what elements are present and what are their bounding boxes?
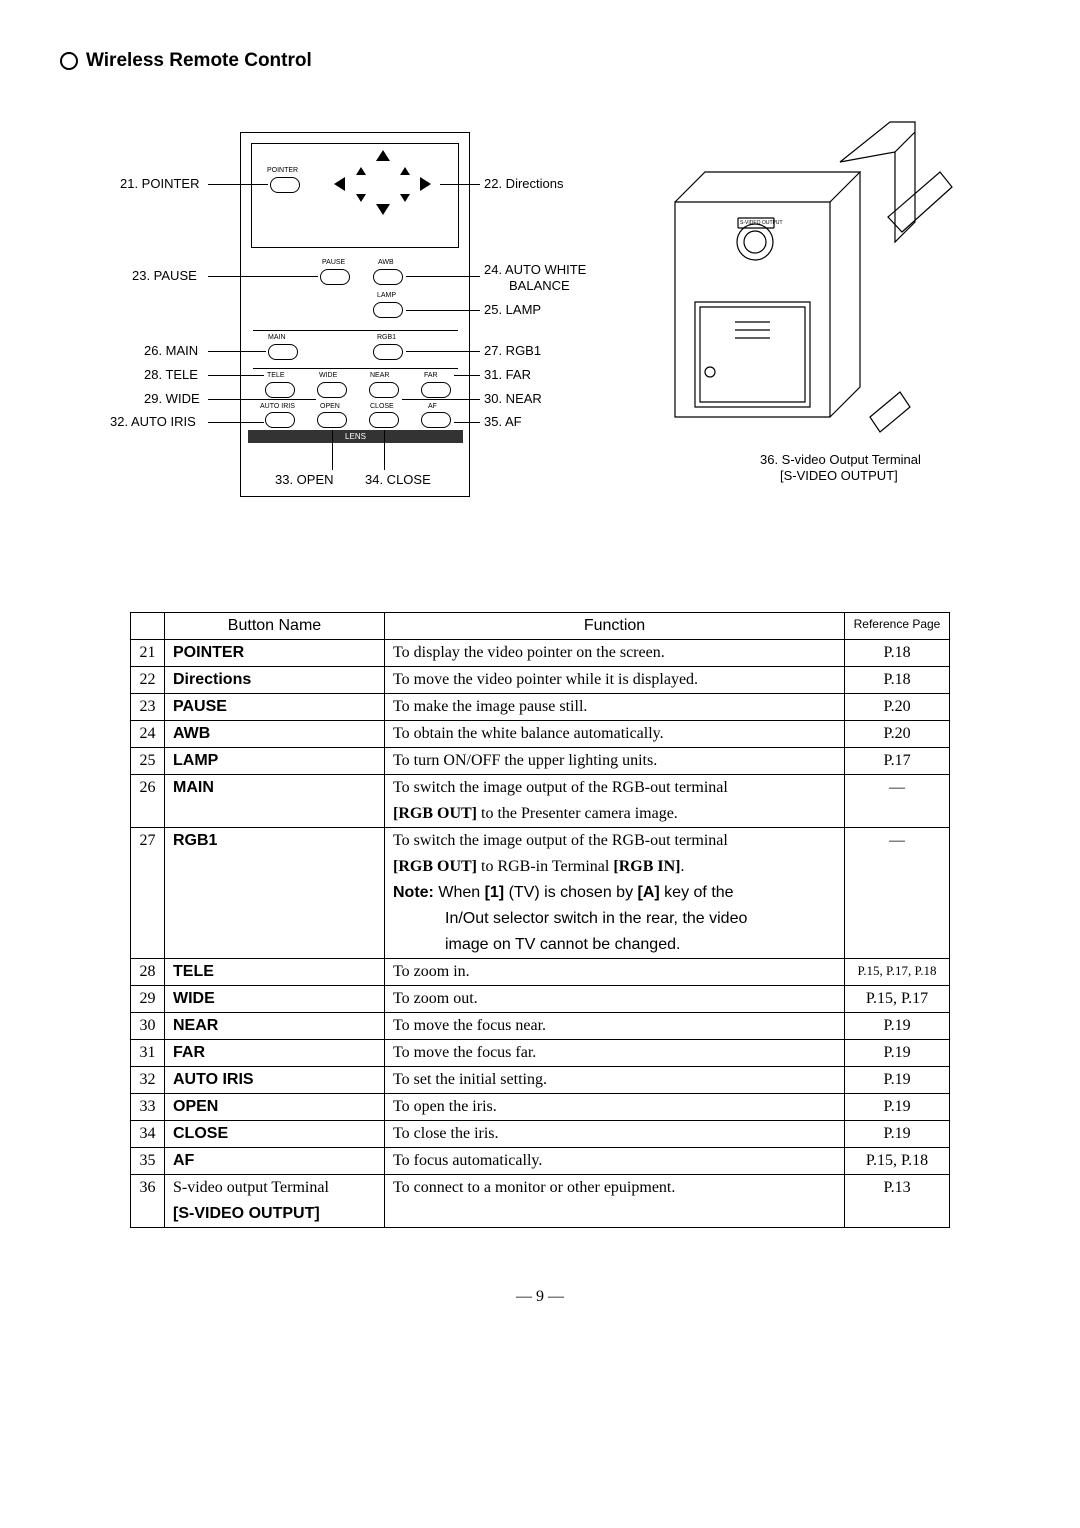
btn-tele	[265, 382, 295, 398]
divider1	[253, 330, 458, 331]
btn-autoiris	[265, 412, 295, 428]
line-35	[454, 422, 480, 423]
callout-22: 22. Directions	[484, 176, 563, 191]
callout-24b: BALANCE	[509, 278, 570, 293]
tinylabel-autoiris: AUTO IRIS	[260, 403, 295, 410]
callout-26: 26. MAIN	[144, 343, 198, 358]
diagram-row: POINTER PAUSE AWB LAMP MAIN RGB1 TELE WI…	[60, 112, 1020, 542]
dir-up	[376, 150, 390, 161]
line-33v	[332, 430, 333, 470]
callout-23: 23. PAUSE	[132, 268, 197, 283]
page-number: — 9 —	[60, 1288, 1020, 1306]
dir-left	[334, 177, 345, 191]
dir-up2	[356, 167, 366, 175]
section-title-text: Wireless Remote Control	[86, 50, 312, 72]
line-27	[406, 351, 480, 352]
btn-pause	[320, 269, 350, 285]
function-table: Button Name Function Reference Page 21PO…	[130, 612, 950, 1228]
tinylabel-awb: AWB	[378, 259, 394, 266]
line-34v	[384, 430, 385, 470]
svideo-tinylabel: S-VIDEO OUTPUT	[740, 220, 783, 226]
callout-33: 33. OPEN	[275, 472, 334, 487]
line-31	[454, 375, 480, 376]
section-title: Wireless Remote Control	[60, 50, 1020, 72]
tinylabel-main: MAIN	[268, 334, 286, 341]
tinylabel-af: AF	[428, 403, 437, 410]
line-29	[208, 399, 316, 400]
device-caption-1: 36. S-video Output Terminal	[760, 452, 921, 467]
btn-pointer	[270, 177, 300, 193]
bullet-circle	[60, 52, 78, 70]
dir-dn3	[400, 194, 410, 202]
dir-dn2	[356, 194, 366, 202]
device-caption-2: [S-VIDEO OUTPUT]	[780, 468, 898, 483]
line-30	[402, 399, 480, 400]
btn-main	[268, 344, 298, 360]
callout-34: 34. CLOSE	[365, 472, 431, 487]
line-24	[406, 276, 480, 277]
tinylabel-pointer: POINTER	[267, 167, 298, 174]
btn-wide	[317, 382, 347, 398]
tinylabel-open: OPEN	[320, 403, 340, 410]
th-ref: Reference Page	[845, 613, 950, 640]
divider2	[253, 368, 458, 369]
lens-strip: LENS	[248, 430, 463, 443]
tinylabel-wide: WIDE	[319, 372, 337, 379]
tinylabel-far: FAR	[424, 372, 438, 379]
device-svg: S-VIDEO OUTPUT	[640, 112, 960, 502]
tinylabel-close: CLOSE	[370, 403, 394, 410]
line-28	[208, 375, 264, 376]
callout-31: 31. FAR	[484, 367, 531, 382]
btn-rgb1	[373, 344, 403, 360]
callout-25: 25. LAMP	[484, 302, 541, 317]
th-num	[131, 613, 165, 640]
btn-close	[369, 412, 399, 428]
callout-27: 27. RGB1	[484, 343, 541, 358]
btn-af	[421, 412, 451, 428]
callout-24: 24. AUTO WHITE	[484, 262, 586, 277]
line-26	[208, 351, 266, 352]
btn-far	[421, 382, 451, 398]
line-32	[208, 422, 264, 423]
th-fn: Function	[385, 613, 845, 640]
callout-35: 35. AF	[484, 414, 522, 429]
btn-near	[369, 382, 399, 398]
btn-open	[317, 412, 347, 428]
tinylabel-pause: PAUSE	[322, 259, 345, 266]
callout-21: 21. POINTER	[120, 176, 199, 191]
btn-awb	[373, 269, 403, 285]
dir-right	[420, 177, 431, 191]
remote-diagram: POINTER PAUSE AWB LAMP MAIN RGB1 TELE WI…	[120, 112, 590, 542]
tinylabel-tele: TELE	[267, 372, 285, 379]
line-22	[440, 184, 480, 185]
callout-30: 30. NEAR	[484, 391, 542, 406]
tinylabel-near: NEAR	[370, 372, 389, 379]
tinylabel-rgb1: RGB1	[377, 334, 396, 341]
line-23	[208, 276, 318, 277]
device-diagram: S-VIDEO OUTPUT 36. S-video Output Termin…	[640, 112, 960, 542]
remote-dpad-frame	[251, 143, 459, 248]
dir-down	[376, 204, 390, 215]
btn-lamp	[373, 302, 403, 318]
tinylabel-lamp: LAMP	[377, 292, 396, 299]
callout-29: 29. WIDE	[144, 391, 200, 406]
th-name: Button Name	[165, 613, 385, 640]
line-21	[208, 184, 268, 185]
callout-28: 28. TELE	[144, 367, 198, 382]
callout-32: 32. AUTO IRIS	[110, 414, 196, 429]
dir-up3	[400, 167, 410, 175]
line-25	[406, 310, 480, 311]
